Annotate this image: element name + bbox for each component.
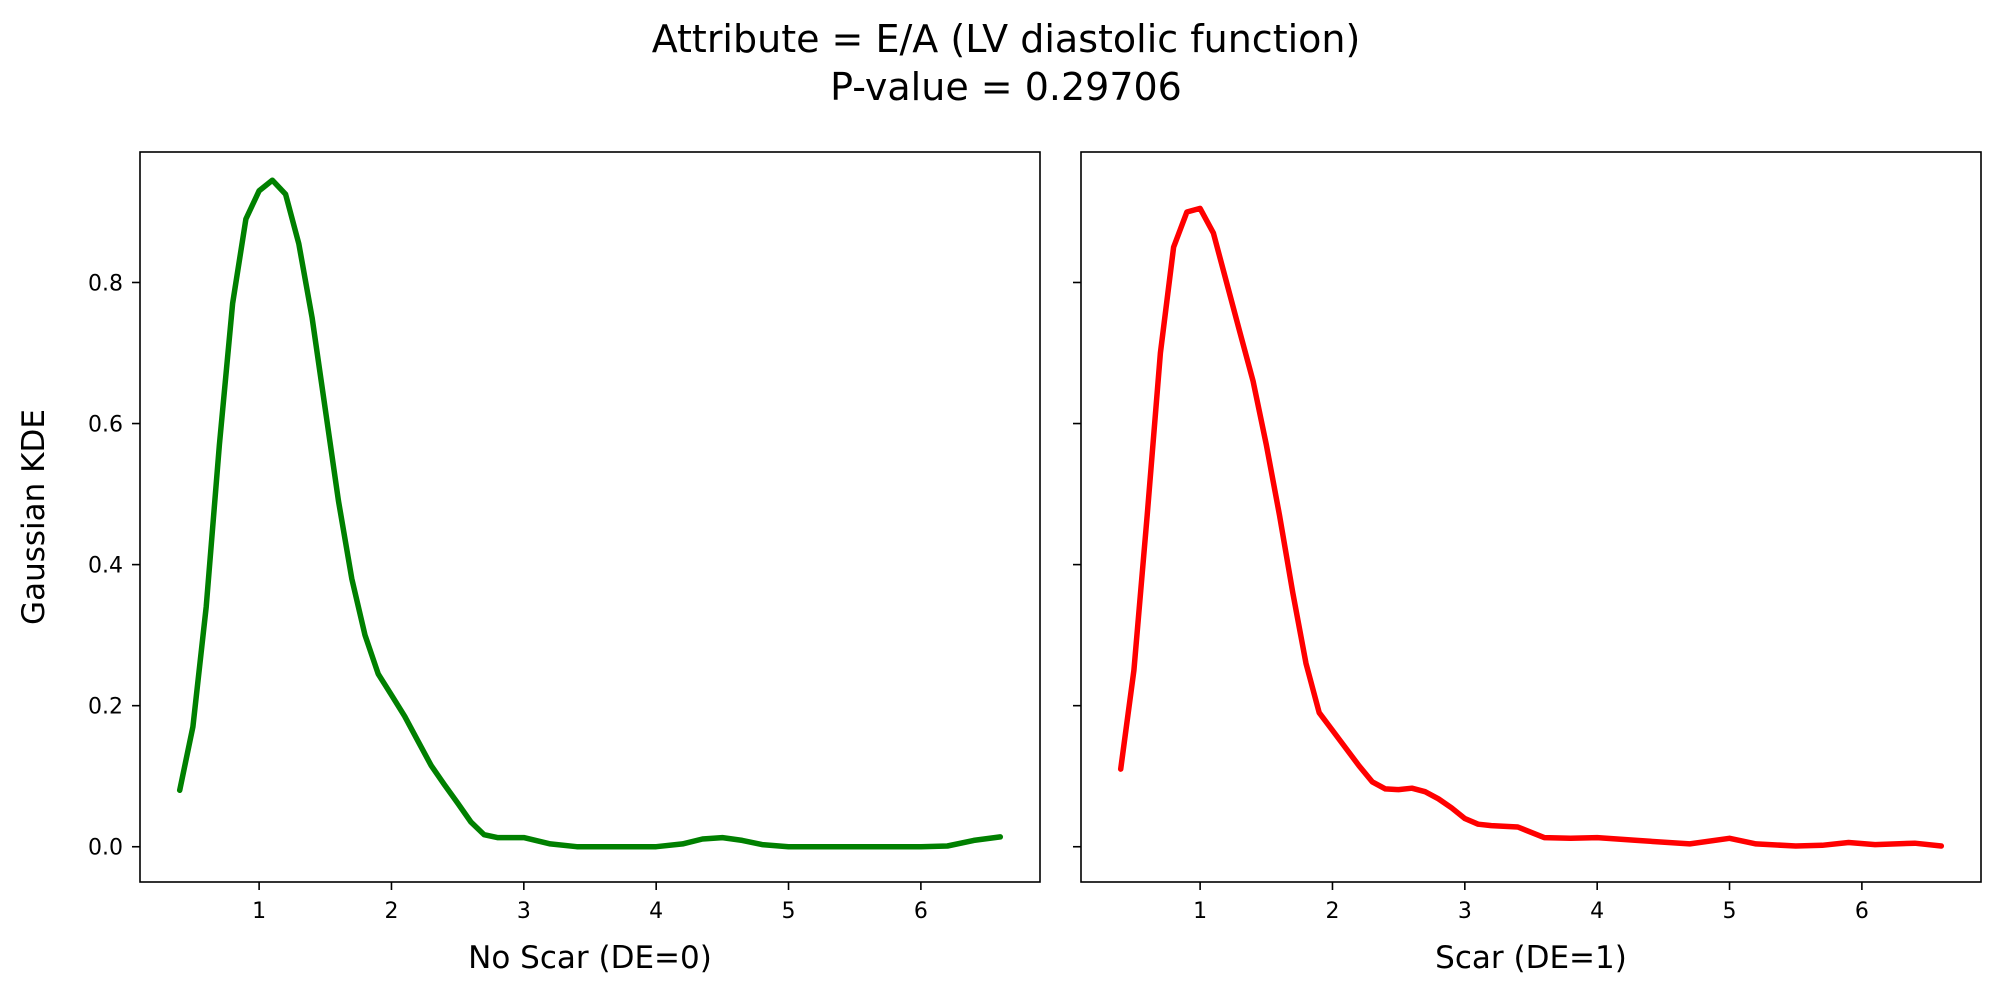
right-x-axis-label: Scar (DE=1) xyxy=(1435,940,1627,976)
left-x-tick-label: 4 xyxy=(649,899,663,924)
right-plot-frame xyxy=(1080,151,1982,883)
left-x-tick-label: 6 xyxy=(914,899,928,924)
right-kde-line-0 xyxy=(1117,205,1945,849)
right-x-tick-label: 4 xyxy=(1590,899,1604,924)
left-x-tick-label: 3 xyxy=(517,899,531,924)
left-y-tick-label: 0.8 xyxy=(88,271,123,296)
figure-title-line-1: Attribute = E/A (LV diastolic function) xyxy=(652,17,1361,61)
left-y-axis-label: Gaussian KDE xyxy=(16,409,52,625)
left-x-tick-label: 2 xyxy=(384,899,398,924)
right-x-tick-label: 1 xyxy=(1193,899,1207,924)
left-kde-line-0 xyxy=(176,177,1004,850)
left-y-tick-label: 0.4 xyxy=(88,554,123,579)
right-x-tick-label: 2 xyxy=(1325,899,1339,924)
figure-title-line-2: P-value = 0.29706 xyxy=(830,65,1182,109)
left-y-tick-label: 0.2 xyxy=(88,695,123,720)
left-x-tick-label: 5 xyxy=(782,899,796,924)
left-x-tick-label: 1 xyxy=(252,899,266,924)
left-x-axis-label: No Scar (DE=0) xyxy=(468,940,712,976)
right-subplot: Scar (DE=1) 1 2 3 4 5 6 xyxy=(1073,151,1982,976)
left-y-tick-label: 0.0 xyxy=(88,836,123,861)
right-x-tick-label: 6 xyxy=(1855,899,1869,924)
left-plot-frame xyxy=(139,151,1041,883)
right-x-tick-label: 3 xyxy=(1458,899,1472,924)
left-subplot: No Scar (DE=0) Gaussian KDE 1 2 3 4 5 6 0.0 0.2… xyxy=(16,151,1041,976)
right-x-tick-label: 5 xyxy=(1723,899,1737,924)
left-y-tick-label: 0.6 xyxy=(88,413,123,438)
